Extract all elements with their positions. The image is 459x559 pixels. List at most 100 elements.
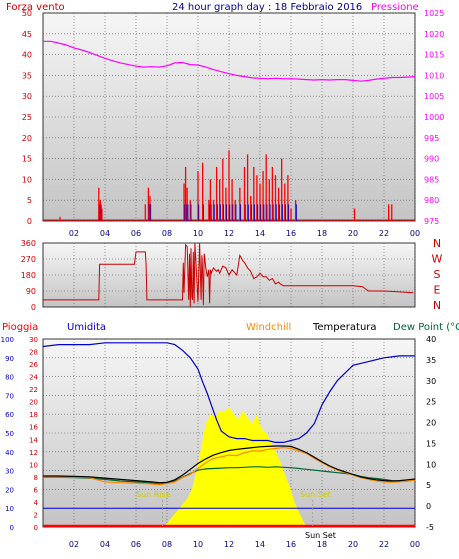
pressure-ytick-label: 990 [424,155,439,164]
dewpoint-label: Dew Point (°C [393,322,459,333]
wind-ytick-label: 50 [22,9,32,18]
temperature-ytick-label: 5 [426,481,431,490]
temperature-ytick-label: 10 [426,460,436,469]
pressure-ytick-label: 1010 [424,71,444,80]
compass-tick-label: E [434,284,441,297]
compass-tick-label: S [434,268,441,281]
temperature-ytick-label: 20 [426,419,436,428]
compass-tick-label: N [433,237,441,250]
sun-rise-annotation: Sun Rise [136,490,171,499]
humidity-ytick-label: 90 [5,355,14,363]
direction-ytick-label: 0 [31,303,36,312]
humidity-label: Umidita [67,322,106,333]
rain-ytick-label: 24 [29,374,38,382]
rain-ytick-label: 2 [34,511,38,519]
direction-ytick-label: 360 [21,239,36,248]
humidity-ytick-label: 60 [5,411,14,419]
temperature-ytick-label: 15 [426,439,436,448]
direction-ytick-label: 90 [26,287,36,296]
solar-radiation-area [43,406,415,527]
top-panel-xtick-label: 00 [410,229,420,238]
rain-ytick-label: 0 [34,524,38,532]
pressure-ytick-label: 1025 [424,9,444,18]
rain-ytick-label: 28 [29,349,38,357]
humidity-line [42,342,415,443]
rain-ytick-label: 16 [29,424,38,432]
pressure-ytick-label: 995 [424,134,439,143]
sun-set-annotation: Sun Set [300,490,331,499]
top-panel-xtick-label: 10 [193,229,203,238]
wind-ytick-label: 5 [27,196,32,205]
wind-ytick-label: 15 [22,155,32,164]
temperature-line [43,445,416,484]
temperature-ytick-label: 30 [426,377,436,386]
wind-ytick-label: 35 [22,71,32,80]
rain-label: Pioggia [2,322,38,333]
direction-ytick-label: 180 [21,271,36,280]
wind-ytick-label: 25 [22,113,32,122]
pressure-ytick-label: 1015 [424,51,444,60]
temperature-ytick-label: 40 [426,335,436,344]
temperature-ytick-label: 35 [426,356,436,365]
top-panel-xtick-label: 18 [317,229,327,238]
humidity-ytick-label: 80 [5,374,14,382]
sun-set-annotation-bottom: Sun Set [305,531,336,540]
bottom-panel-xtick-label: 22 [379,540,389,549]
temperature-label: Temperatura [312,322,377,333]
top-panel-xtick-label: 06 [131,229,141,238]
bottom-panel-xtick-label: 04 [100,540,110,549]
humidity-ytick-label: 40 [5,449,14,457]
bottom-panel-xtick-label: 06 [131,540,141,549]
rain-ytick-label: 12 [29,449,38,457]
wind-direction-line [43,242,414,308]
humidity-ytick-label: 10 [5,505,14,513]
bottom-panel-xtick-label: 10 [193,540,203,549]
top-panel-xtick-label: 14 [255,229,265,238]
rain-ytick-label: 20 [29,399,38,407]
pressure-line [43,40,416,82]
top-panel-xtick-label: 16 [286,229,296,238]
bottom-panel-xtick-label: 12 [224,540,234,549]
temperature-ytick-label: 25 [426,398,436,407]
wind-ytick-label: 20 [22,134,32,143]
top-panel-xtick-label: 02 [69,229,79,238]
pressure-ytick-label: 980 [424,196,439,205]
rain-ytick-label: 14 [29,436,38,444]
temperature-ytick-label: -5 [426,523,434,532]
wind-ytick-label: 10 [22,175,32,184]
direction-ytick-label: 270 [21,255,36,264]
temperature-ytick-label: 0 [426,502,431,511]
compass-tick-label: N [433,299,441,312]
rain-ytick-label: 18 [29,411,38,419]
pressure-ytick-label: 1000 [424,113,444,122]
compass-tick-label: W [432,253,443,266]
humidity-ytick-label: 70 [5,392,14,400]
rain-ytick-label: 6 [34,486,39,494]
rain-ytick-label: 8 [34,474,38,482]
top-panel-xtick-label: 08 [162,229,172,238]
bottom-panel-xtick-label: 18 [317,540,327,549]
chart-title: 24 hour graph day : 18 Febbraio 2016 [172,2,362,13]
bottom-panel-xtick-label: 02 [69,540,79,549]
windchill-line [43,446,416,486]
rain-ytick-label: 26 [29,361,38,369]
pressure-ytick-label: 1020 [424,30,444,39]
humidity-ytick-label: 30 [5,468,14,476]
rain-ytick-label: 4 [34,499,39,507]
wind-ytick-label: 0 [27,217,32,226]
top-panel-xtick-label: 22 [379,229,389,238]
humidity-ytick-label: 0 [10,524,14,532]
rain-ytick-label: 10 [29,461,38,469]
bottom-panel-xtick-label: 16 [286,540,296,549]
pressure-ytick-label: 985 [424,175,439,184]
humidity-ytick-label: 100 [1,336,14,344]
wind-ytick-label: 30 [22,92,32,101]
humidity-ytick-label: 20 [5,486,14,494]
bottom-panel-xtick-label: 08 [162,540,172,549]
bottom-panel-xtick-label: 20 [348,540,358,549]
series-layer [42,40,416,528]
humidity-ytick-label: 50 [5,430,14,438]
rain-ytick-label: 22 [29,386,38,394]
